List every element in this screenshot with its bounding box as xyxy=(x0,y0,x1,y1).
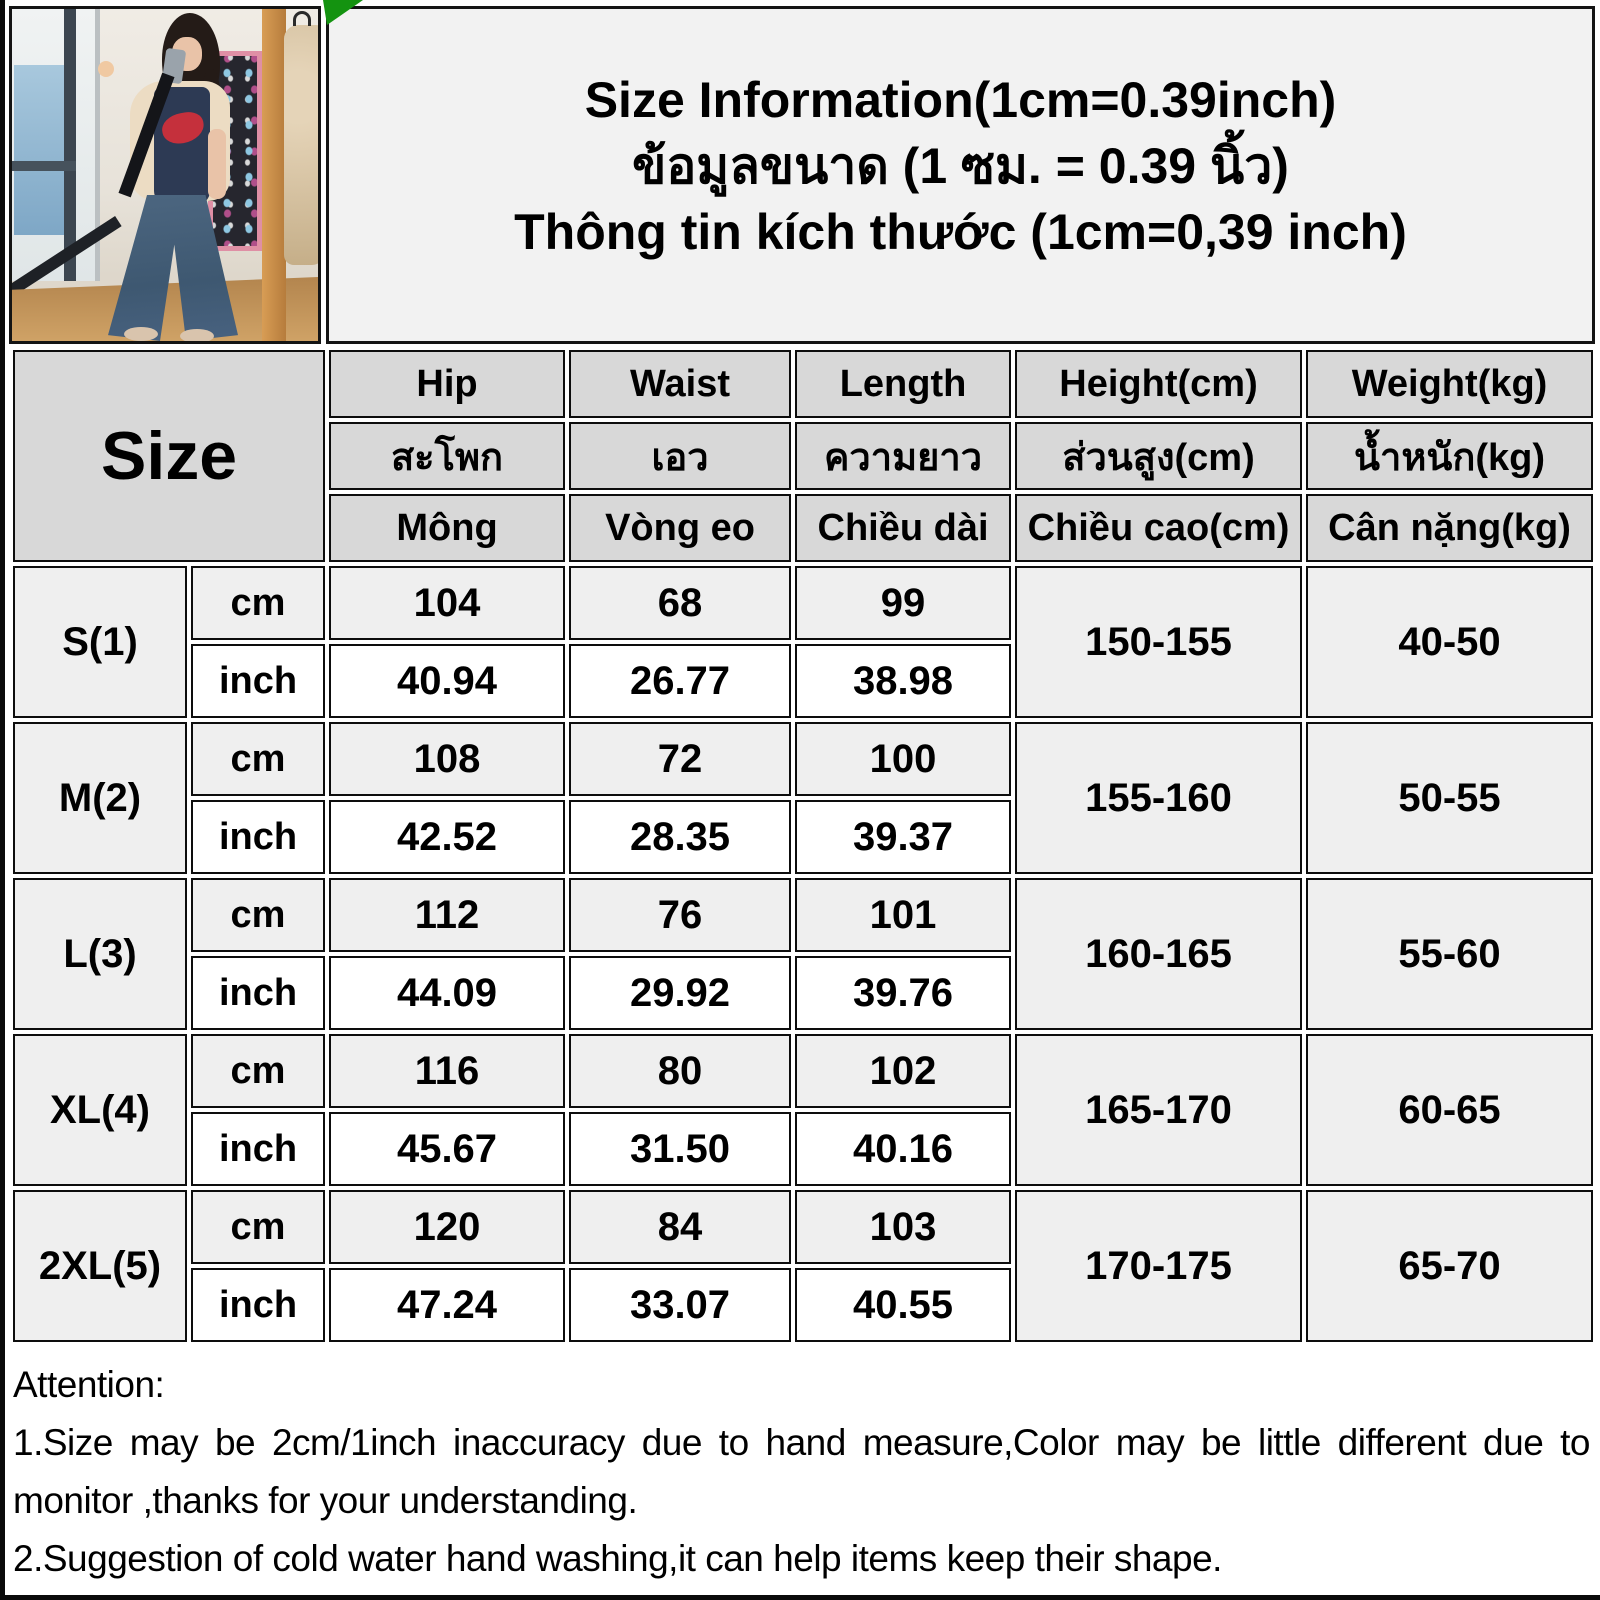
m-length-inch: 39.37 xyxy=(795,800,1012,874)
xl-waist-cm: 80 xyxy=(569,1034,792,1108)
l-hip-cm: 112 xyxy=(329,878,566,952)
col-header-length-en: Length xyxy=(795,350,1012,418)
photo-hanger-icon xyxy=(293,11,311,26)
photo-wall-lamp xyxy=(98,61,114,77)
attention-section: Attention: 1.Size may be 2cm/1inch inacc… xyxy=(5,1346,1600,1588)
photo-window-bar xyxy=(12,161,76,171)
l-weight-range: 55-60 xyxy=(1306,878,1594,1030)
xl-height-range: 165-170 xyxy=(1015,1034,1303,1186)
m-height-range: 155-160 xyxy=(1015,722,1303,874)
l-length-inch: 39.76 xyxy=(795,956,1012,1030)
l-height-range: 160-165 xyxy=(1015,878,1303,1030)
size-label-m: M(2) xyxy=(13,722,187,874)
title-english: Size Information(1cm=0.39inch) xyxy=(584,72,1337,128)
s-hip-inch: 40.94 xyxy=(329,644,566,718)
photo-shoe xyxy=(180,329,214,341)
xl-weight-range: 60-65 xyxy=(1306,1034,1594,1186)
col-header-height-vi: Chiều cao(cm) xyxy=(1015,494,1303,562)
title-thai: ข้อมูลขนาด (1 ซม. = 0.39 นิ้ว) xyxy=(632,138,1289,194)
xl-length-cm: 102 xyxy=(795,1034,1012,1108)
2xl-hip-inch: 47.24 xyxy=(329,1268,566,1342)
attention-item-1: 1.Size may be 2cm/1inch inaccuracy due t… xyxy=(13,1422,1591,1521)
top-section: Size Information(1cm=0.39inch) ข้อมูลขนา… xyxy=(5,0,1600,344)
photo-window-frame xyxy=(64,9,76,281)
s-hip-cm: 104 xyxy=(329,566,566,640)
s-length-cm: 99 xyxy=(795,566,1012,640)
size-label-l: L(3) xyxy=(13,878,187,1030)
col-header-length-vi: Chiều dài xyxy=(795,494,1012,562)
xl-length-inch: 40.16 xyxy=(795,1112,1012,1186)
col-header-weight-vi: Cân nặng(kg) xyxy=(1306,494,1594,562)
m-hip-cm: 108 xyxy=(329,722,566,796)
col-header-waist-th: เอว xyxy=(569,422,792,490)
photo-fur-coat xyxy=(284,25,318,265)
unit-label-inch: inch xyxy=(191,956,326,1030)
m-weight-range: 50-55 xyxy=(1306,722,1594,874)
col-header-hip-th: สะโพก xyxy=(329,422,566,490)
size-table-corner: Size xyxy=(13,350,326,562)
l-waist-inch: 29.92 xyxy=(569,956,792,1030)
s-weight-range: 40-50 xyxy=(1306,566,1594,718)
unit-label-inch: inch xyxy=(191,1268,326,1342)
unit-label-cm: cm xyxy=(191,722,326,796)
col-header-height-en: Height(cm) xyxy=(1015,350,1303,418)
2xl-hip-cm: 120 xyxy=(329,1190,566,1264)
photo-window-sky xyxy=(14,65,64,235)
s-waist-cm: 68 xyxy=(569,566,792,640)
2xl-length-cm: 103 xyxy=(795,1190,1012,1264)
unit-label-inch: inch xyxy=(191,644,326,718)
size-label-xl: XL(4) xyxy=(13,1034,187,1186)
m-waist-inch: 28.35 xyxy=(569,800,792,874)
2xl-length-inch: 40.55 xyxy=(795,1268,1012,1342)
col-header-waist-en: Waist xyxy=(569,350,792,418)
attention-heading: Attention: xyxy=(13,1364,165,1405)
s-height-range: 150-155 xyxy=(1015,566,1303,718)
s-length-inch: 38.98 xyxy=(795,644,1012,718)
title-block: Size Information(1cm=0.39inch) ข้อมูลขนา… xyxy=(326,6,1595,344)
xl-hip-cm: 116 xyxy=(329,1034,566,1108)
unit-label-cm: cm xyxy=(191,878,326,952)
2xl-waist-cm: 84 xyxy=(569,1190,792,1264)
unit-label-cm: cm xyxy=(191,566,326,640)
photo-shoe xyxy=(124,327,158,341)
title-vietnamese: Thông tin kích thước (1cm=0,39 inch) xyxy=(514,204,1407,260)
unit-label-cm: cm xyxy=(191,1034,326,1108)
2xl-waist-inch: 33.07 xyxy=(569,1268,792,1342)
col-header-hip-vi: Mông xyxy=(329,494,566,562)
m-hip-inch: 42.52 xyxy=(329,800,566,874)
xl-waist-inch: 31.50 xyxy=(569,1112,792,1186)
l-waist-cm: 76 xyxy=(569,878,792,952)
col-header-weight-th: น้ำหนัก(kg) xyxy=(1306,422,1594,490)
size-label-s: S(1) xyxy=(13,566,187,718)
photo-mirror-frame xyxy=(262,9,286,341)
product-photo xyxy=(9,6,321,344)
size-label-2xl: 2XL(5) xyxy=(13,1190,187,1342)
col-header-weight-en: Weight(kg) xyxy=(1306,350,1594,418)
l-hip-inch: 44.09 xyxy=(329,956,566,1030)
unit-label-cm: cm xyxy=(191,1190,326,1264)
2xl-height-range: 170-175 xyxy=(1015,1190,1303,1342)
s-waist-inch: 26.77 xyxy=(569,644,792,718)
unit-label-inch: inch xyxy=(191,1112,326,1186)
2xl-weight-range: 65-70 xyxy=(1306,1190,1594,1342)
attention-item-2: 2.Suggestion of cold water hand washing,… xyxy=(13,1538,1222,1579)
col-header-waist-vi: Vòng eo xyxy=(569,494,792,562)
col-header-length-th: ความยาว xyxy=(795,422,1012,490)
xl-hip-inch: 45.67 xyxy=(329,1112,566,1186)
m-waist-cm: 72 xyxy=(569,722,792,796)
photo-model-arm xyxy=(208,129,226,199)
size-table: Size Hip Waist Length Height(cm) Weight(… xyxy=(9,346,1598,1346)
l-length-cm: 101 xyxy=(795,878,1012,952)
m-length-cm: 100 xyxy=(795,722,1012,796)
unit-label-inch: inch xyxy=(191,800,326,874)
col-header-hip-en: Hip xyxy=(329,350,566,418)
col-header-height-th: ส่วนสูง(cm) xyxy=(1015,422,1303,490)
